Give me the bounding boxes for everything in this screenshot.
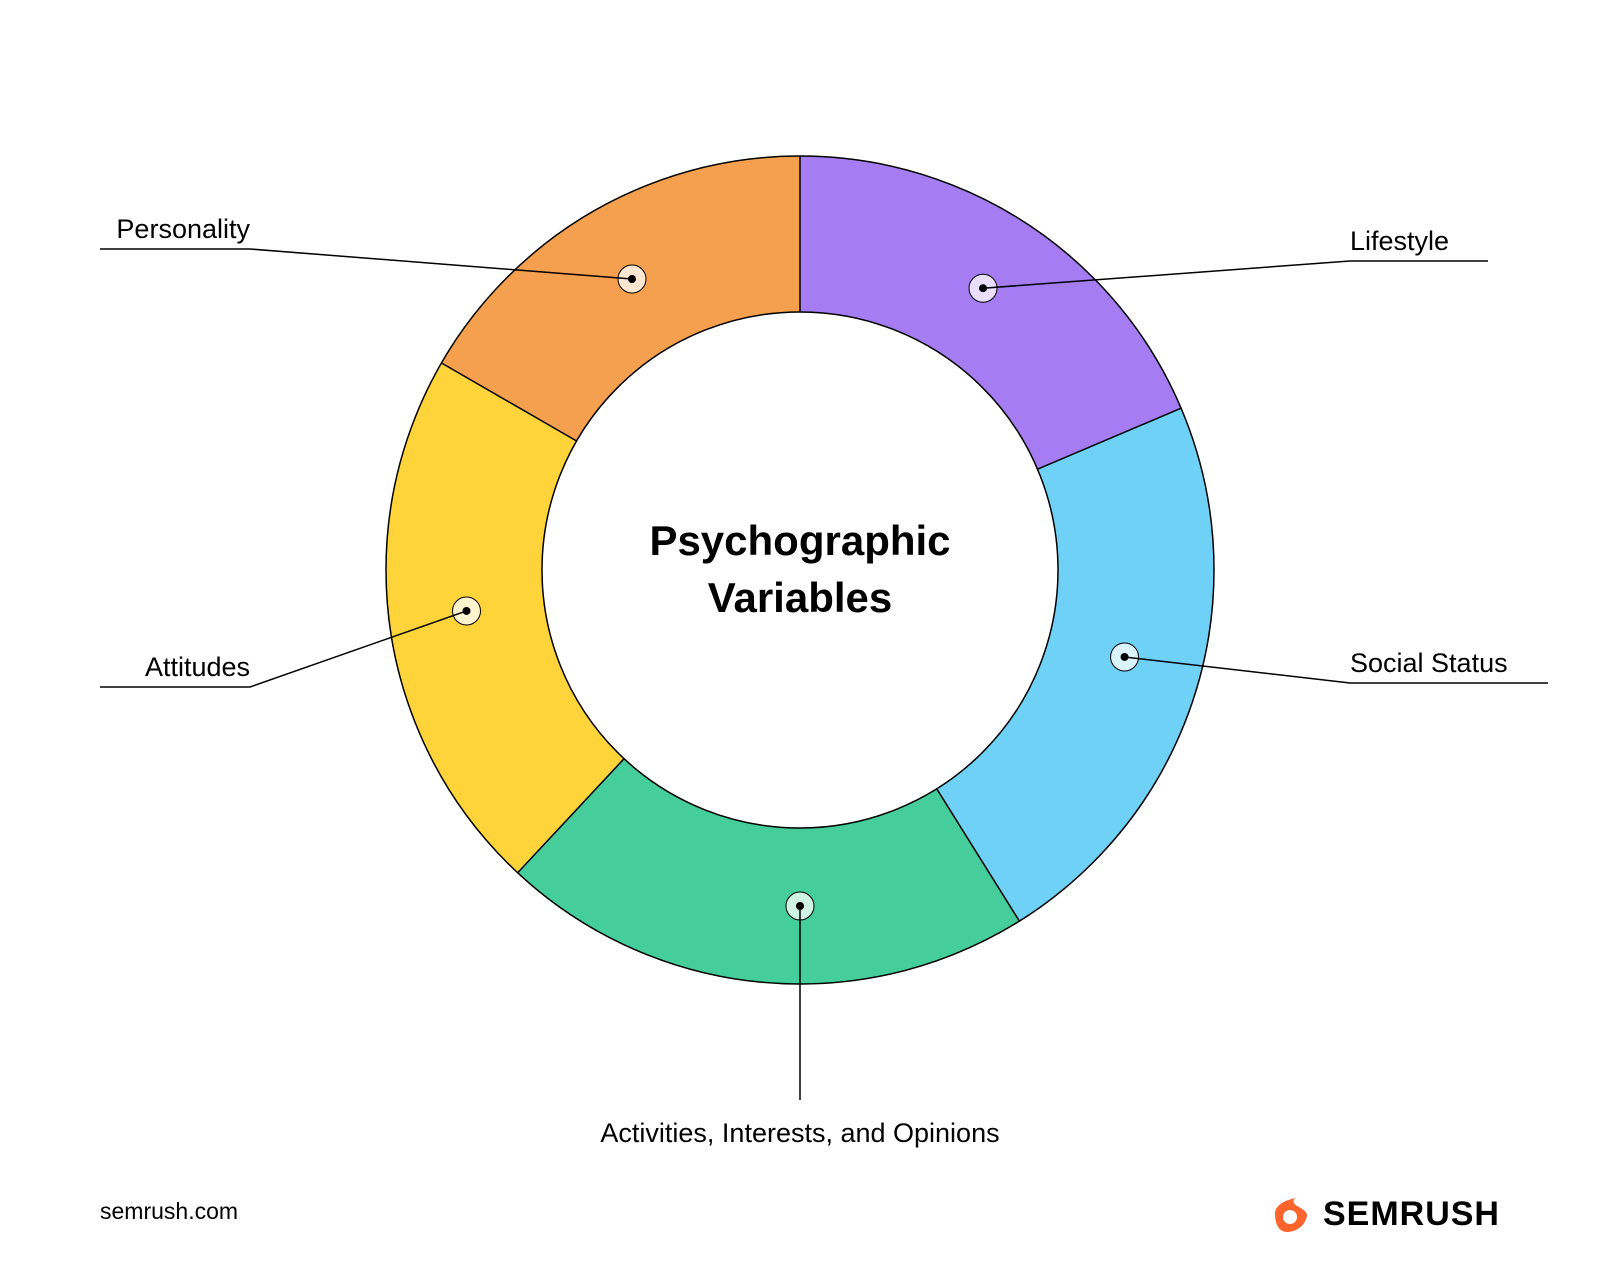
- chart-title-line1: Psychographic: [552, 513, 1048, 570]
- infographic-canvas: Psychographic Variables Lifestyle Social …: [0, 0, 1600, 1280]
- chart-title: Psychographic Variables: [552, 513, 1048, 626]
- donut-chart: [0, 0, 1600, 1280]
- donut-segment: [937, 408, 1214, 921]
- segment-label: Social Status: [1350, 648, 1508, 679]
- chart-title-line2: Variables: [552, 570, 1048, 627]
- footer-url: semrush.com: [100, 1198, 238, 1225]
- segment-label: Attitudes: [145, 652, 250, 683]
- brand-name: SEMRUSH: [1323, 1195, 1500, 1234]
- segment-label: Lifestyle: [1350, 226, 1449, 257]
- brand-logo: SEMRUSH: [1269, 1192, 1500, 1236]
- segment-label: Personality: [116, 214, 250, 245]
- segment-label: Activities, Interests, and Opinions: [600, 1118, 999, 1149]
- brand-flame-icon: [1269, 1192, 1313, 1236]
